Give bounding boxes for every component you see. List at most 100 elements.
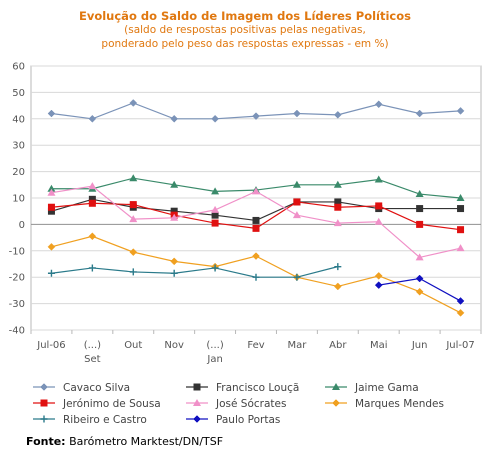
data-point: [170, 114, 179, 123]
data-point: [374, 272, 383, 280]
data-point: [252, 224, 260, 232]
y-tick-label: 30: [12, 141, 25, 152]
data-point: [292, 180, 301, 188]
data-point: [88, 195, 96, 203]
data-point: [293, 273, 301, 281]
x-tick-label: Jun: [411, 340, 428, 351]
data-point: [333, 219, 342, 227]
data-point: [416, 205, 424, 213]
y-tick-label: -10: [9, 246, 25, 257]
data-point: [211, 211, 219, 219]
legend-label: Cavaco Silva: [63, 382, 130, 394]
data-point: [456, 194, 465, 201]
data-point: [129, 268, 137, 276]
data-point: [333, 180, 342, 188]
data-point: [170, 257, 179, 266]
legend-item: Paulo Portas: [186, 414, 280, 426]
series-7: [47, 263, 342, 281]
source-label: Fonte:: [26, 435, 66, 448]
data-point: [129, 174, 138, 182]
data-point: [334, 203, 342, 211]
data-point: [375, 202, 383, 210]
source-text: Barómetro Marktest/DN/TSF: [65, 435, 224, 448]
data-point: [47, 109, 56, 118]
data-point: [47, 184, 56, 192]
legend-item: Jerónimo de Sousa: [33, 398, 161, 410]
data-point: [211, 219, 219, 227]
legend-marker: [332, 399, 340, 407]
series-line: [51, 266, 338, 278]
legend-label: Francisco Louçã: [216, 382, 299, 394]
legend-label: Marques Mendes: [355, 398, 444, 410]
legend-marker: [332, 383, 340, 390]
series-4: [47, 198, 465, 234]
data-point: [129, 248, 138, 256]
y-tick-label: -30: [9, 299, 25, 310]
legend-marker: [40, 383, 48, 391]
data-point: [88, 114, 97, 123]
x-tick-label: Mar: [287, 340, 307, 351]
legend-item: Francisco Louçã: [186, 382, 299, 394]
data-point: [374, 281, 383, 289]
data-point: [252, 112, 260, 121]
data-point: [415, 190, 424, 198]
data-point: [170, 180, 179, 188]
data-point: [333, 110, 342, 119]
y-tick-label: 20: [12, 167, 25, 178]
data-point: [374, 100, 383, 109]
data-point: [47, 269, 55, 277]
x-tick-label-line-2: Jan: [206, 354, 222, 365]
data-point: [252, 252, 260, 260]
x-tick-label: (...): [84, 340, 101, 351]
data-point: [334, 198, 342, 206]
y-tick-label: -40: [9, 326, 25, 337]
data-point: [293, 198, 301, 206]
data-point: [88, 182, 97, 190]
data-point: [415, 253, 424, 261]
legend-marker: [40, 415, 48, 423]
y-tick-label: 50: [12, 88, 25, 99]
data-point: [211, 205, 220, 213]
data-point: [170, 213, 179, 221]
data-point: [374, 217, 383, 225]
data-point: [88, 264, 96, 272]
data-point: [334, 263, 342, 271]
data-point: [333, 282, 342, 291]
legend-item: Marques Mendes: [325, 398, 444, 410]
data-point: [456, 107, 465, 115]
data-point: [457, 205, 465, 213]
data-point: [456, 297, 465, 305]
y-tick-label: 40: [12, 114, 25, 125]
data-point: [456, 244, 465, 252]
data-point: [211, 114, 219, 123]
data-point: [457, 226, 465, 234]
data-point: [456, 308, 465, 317]
data-point: [129, 99, 138, 107]
y-tick-label: 0: [19, 220, 25, 231]
y-tick-label: -20: [9, 273, 25, 284]
x-tick-label: Jul-06: [36, 340, 65, 351]
source-note: Fonte: Barómetro Marktest/DN/TSF: [26, 435, 223, 448]
data-point: [211, 187, 220, 195]
data-point: [252, 216, 260, 224]
legend-marker: [193, 383, 201, 391]
x-tick-label: Fev: [247, 340, 264, 351]
data-point: [129, 215, 138, 223]
x-tick-label-line-2: Set: [84, 354, 101, 365]
data-point: [293, 109, 301, 118]
x-tick-label: Jul-07: [445, 340, 474, 351]
data-point: [416, 220, 424, 228]
chart-subtitle-line-1: (saldo de respostas positivas pelas nega…: [124, 24, 366, 36]
legend-item: Cavaco Silva: [33, 382, 130, 394]
data-point: [211, 264, 219, 272]
legend-marker: [193, 399, 201, 406]
legend-marker: [193, 415, 201, 423]
data-point: [47, 188, 56, 196]
data-point: [88, 232, 97, 241]
data-point: [47, 207, 55, 215]
legend-label: José Sócrates: [215, 398, 286, 410]
y-tick-label: 10: [12, 194, 25, 205]
data-point: [170, 269, 178, 277]
legend-label: Ribeiro e Castro: [63, 414, 147, 426]
